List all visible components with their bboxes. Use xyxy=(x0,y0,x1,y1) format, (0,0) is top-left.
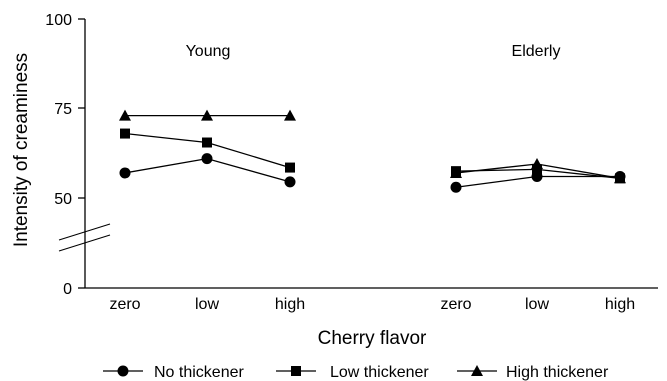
data-point-elderly-low-thickener-low xyxy=(532,164,542,175)
x-tick-label-young-low: low xyxy=(195,296,219,313)
axis-break-mark-upper xyxy=(58,223,111,241)
data-point-elderly-high-thickener-high xyxy=(614,172,626,184)
legend-label-high-thickener: High thickener xyxy=(506,364,609,381)
legend-label-low-thickener: Low thickener xyxy=(330,364,429,381)
x-tick-label-elderly-low: low xyxy=(525,296,549,313)
plot-area xyxy=(119,109,626,193)
x-tick-label-elderly-high: high xyxy=(605,296,635,313)
panel-label-elderly: Elderly xyxy=(512,43,561,60)
y-tick-label-50: 50 xyxy=(54,191,72,208)
data-point-elderly-high-thickener-low xyxy=(531,157,543,169)
legend-item-low-thickener: Low thickener xyxy=(276,364,429,381)
data-point-young-low-thickener-zero xyxy=(120,128,130,139)
y-tick-label-0: 0 xyxy=(63,281,72,298)
y-tick-label-100: 100 xyxy=(45,12,72,29)
legend-item-no-thickener: No thickener xyxy=(103,364,244,381)
data-point-young-no-thickener-high xyxy=(284,176,296,188)
x-tick-label-young-zero: zero xyxy=(109,296,140,313)
data-point-young-no-thickener-zero xyxy=(119,167,131,179)
data-point-young-high-thickener-high xyxy=(284,109,296,121)
axis-break-mark-lower xyxy=(58,234,111,252)
x-tick-label-elderly-zero: zero xyxy=(440,296,471,313)
legend-label-no-thickener: No thickener xyxy=(154,364,244,381)
data-point-young-low-thickener-low xyxy=(202,137,212,148)
x-axis-title: Cherry flavor xyxy=(318,328,427,349)
x-tick-label-young-high: high xyxy=(275,296,305,313)
legend-marker-circle-icon xyxy=(117,365,129,377)
y-axis-title: Intensity of creaminess xyxy=(11,53,32,247)
legend: No thickener Low thickener High thickene… xyxy=(103,364,609,381)
legend-marker-triangle-icon xyxy=(471,365,483,376)
data-point-young-no-thickener-low xyxy=(201,153,213,165)
legend-item-high-thickener: High thickener xyxy=(457,364,609,381)
panel-label-young: Young xyxy=(186,43,231,60)
data-point-young-high-thickener-low xyxy=(201,109,213,121)
data-point-young-high-thickener-zero xyxy=(119,109,131,121)
data-point-elderly-no-thickener-zero xyxy=(450,181,462,193)
legend-marker-square-icon xyxy=(291,366,301,376)
data-point-elderly-high-thickener-zero xyxy=(450,166,462,178)
data-point-young-low-thickener-high xyxy=(285,162,295,173)
y-tick-label-75: 75 xyxy=(54,101,72,118)
